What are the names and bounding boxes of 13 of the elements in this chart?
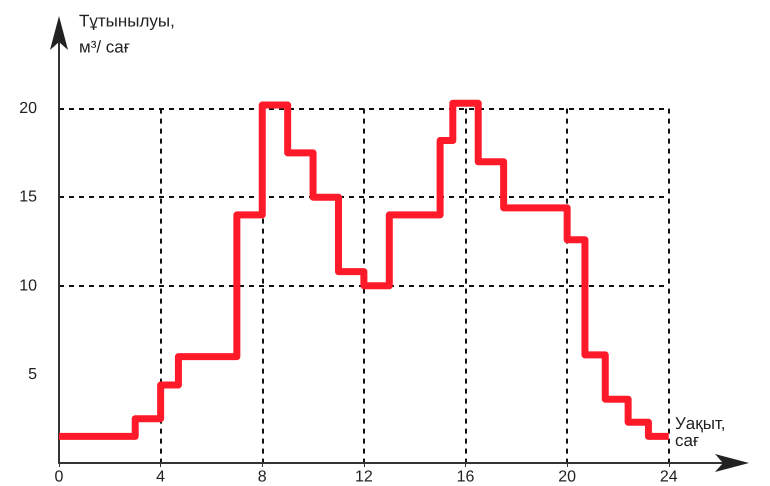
y-tick-label: 10 (19, 277, 38, 294)
x-tick-label: 20 (558, 468, 576, 486)
x-tick-label: 0 (54, 468, 64, 486)
x-axis-title: Уақыт, сағ (675, 414, 726, 450)
y-axis-title: Тұтынылуы, м³/ сағ (79, 12, 175, 56)
x-tick-label: 8 (258, 468, 267, 486)
y-tick-label: 5 (28, 366, 38, 383)
y-tick-label: 20 (19, 100, 38, 118)
x-tick-label: 24 (660, 468, 678, 486)
x-tick-label: 16 (456, 468, 475, 486)
x-tick-label: 12 (354, 468, 373, 486)
y-tick-label: 15 (19, 188, 38, 206)
x-tick-label: 4 (156, 468, 166, 486)
